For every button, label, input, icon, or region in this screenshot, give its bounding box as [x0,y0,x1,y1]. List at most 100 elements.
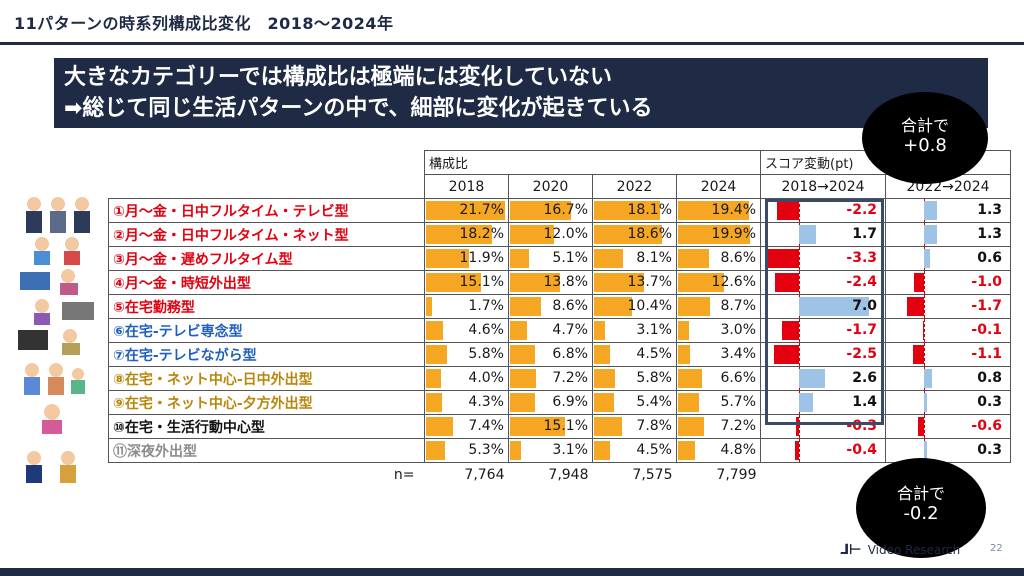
page-number: 22 [990,543,1003,554]
delta-cell: -2.5 [760,342,887,367]
share-group-header: 構成比 [423,150,762,175]
share-bar [678,441,696,460]
sample-size-value: 7,948 [548,466,589,483]
share-cell: 5.8% [424,342,509,367]
delta-value: 1.7 [852,226,878,242]
table-row: ④月～金・時短外出型 15.1% 13.8% 13.7% 12.6% -2.4 -1.0 [108,270,1012,295]
delta-cell: -1.0 [885,270,1012,295]
share-value: 5.1% [552,250,588,266]
row-label: ⑩在宅・生活行動中心型 [108,414,425,439]
delta-value: 0.6 [977,250,1003,266]
commuter-icon [34,237,80,265]
delta-value: 1.3 [977,202,1003,218]
share-value: 19.9% [711,226,757,242]
share-bar [426,393,442,412]
share-bar [426,321,443,340]
share-cell: 12.6% [675,270,762,295]
delta-bar [924,201,938,220]
share-cell: 8.6% [508,294,593,319]
share-cell: 4.3% [424,390,509,415]
highlight-frame [765,199,884,425]
share-cell: 10.4% [592,294,677,319]
share-cell: 18.6% [592,222,677,247]
share-value: 4.6% [468,322,504,338]
headline-box: 大きなカテゴリーでは構成比は極端には変化していない ➡総じて同じ生活パターンの中… [54,58,988,128]
delta-bar [766,249,800,268]
delta-axis [799,199,801,222]
delta-bar [924,369,933,388]
row-label: ⑥在宅-テレビ専念型 [108,318,425,343]
share-bar [678,201,749,220]
share-cell: 6.6% [675,366,762,391]
delta-value: 2.6 [852,370,878,386]
delta-value: -3.3 [846,250,878,266]
share-bar [678,417,705,436]
share-bar [510,393,536,412]
share-bar [426,441,446,460]
row-label: ③月～金・遅めフルタイム型 [108,246,425,271]
delta-value: 1.4 [852,394,878,410]
delta-axis [799,439,801,462]
table-row: ⑦在宅-テレビながら型 5.8% 6.8% 4.5% 3.4% -2.5 -1.1 [108,342,1012,367]
delta-axis [799,247,801,270]
delta-value: 0.3 [977,442,1003,458]
share-cell: 18.2% [424,222,509,247]
share-value: 3.0% [720,322,757,338]
row-label: ①月～金・日中フルタイム・テレビ型 [108,198,425,223]
delta-bar [924,225,938,244]
delta-bar [799,225,817,244]
share-bar [678,273,724,292]
delta-cell: 0.3 [885,390,1012,415]
share-cell: 3.0% [675,318,762,343]
table-row: ⑪深夜外出型 5.3% 3.1% 4.5% 4.8% -0.4 0.3 [108,438,1012,463]
delta-value: 0.8 [977,370,1003,386]
delta-value: -1.0 [971,274,1003,290]
bubble-top-line1: 合計で [900,116,949,135]
share-bar [426,225,493,244]
share-value: 4.0% [468,370,504,386]
share-cell: 18.1% [592,198,677,223]
delta-cell: -1.1 [885,342,1012,367]
share-value: 4.8% [720,442,757,458]
desk-worker-icon [20,269,78,295]
share-cell: 5.1% [508,246,593,271]
share-cell: 7.4% [424,414,509,439]
share-value: 10.4% [627,298,672,314]
delta-bar [777,201,800,220]
share-cell: 5.3% [424,438,509,463]
share-value: 8.7% [720,298,757,314]
delta-value: -2.4 [846,274,878,290]
share-bar [510,321,528,340]
delta-cell: 0.8 [885,366,1012,391]
share-value: 18.2% [459,226,504,242]
delta-value: -2.2 [846,202,878,218]
delta-cell: 1.3 [885,222,1012,247]
delta-cell: 0.6 [885,246,1012,271]
delta-value: -0.6 [971,418,1003,434]
share-bar [678,369,702,388]
year-header-2022: 2022 [592,174,677,199]
delta-cell: -1.7 [760,318,887,343]
share-value: 16.7% [543,202,588,218]
share-cell: 4.7% [508,318,593,343]
share-bar [678,249,710,268]
share-bar [594,393,614,412]
year-header-2024: 2024 [675,174,762,199]
share-cell: 6.9% [508,390,593,415]
office-workers-icon [26,197,90,233]
share-cell: 11.9% [424,246,509,271]
share-cell: 19.9% [675,222,762,247]
delta-axis [799,271,801,294]
delta-cell: -2.2 [760,198,887,223]
share-bar [510,345,535,364]
share-value: 3.1% [552,442,588,458]
logo-mark-icon: ⅃⊢ [840,542,862,558]
row-label: ⑧在宅・ネット中心-日中外出型 [108,366,425,391]
share-cell: 15.1% [424,270,509,295]
share-bar [510,201,571,220]
share-bar [594,345,611,364]
share-cell: 3.1% [592,318,677,343]
share-bar [678,345,691,364]
share-bar [594,201,660,220]
illustration-column [12,190,104,490]
